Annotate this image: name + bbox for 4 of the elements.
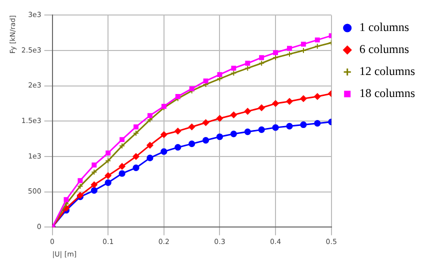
- legend-label: 1 columns: [359, 20, 410, 34]
- legend-label: 12 columns: [359, 64, 416, 78]
- legend-label: 18 columns: [359, 86, 416, 100]
- legend-label: 6 columns: [359, 42, 410, 56]
